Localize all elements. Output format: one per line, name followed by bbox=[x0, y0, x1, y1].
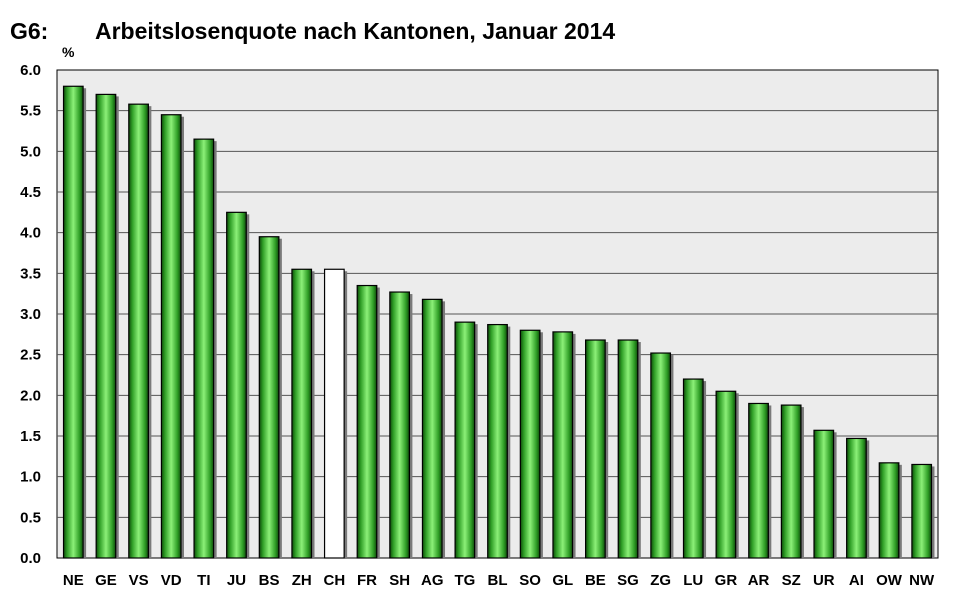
y-tick-label: 0.0 bbox=[20, 550, 41, 567]
bar-gr bbox=[715, 390, 737, 559]
x-tick-label: ZG bbox=[650, 572, 671, 589]
x-tick-label: VD bbox=[161, 572, 182, 589]
bar-sh bbox=[389, 291, 411, 559]
y-tick-label: 1.0 bbox=[20, 469, 41, 486]
x-tick-label: BS bbox=[259, 572, 280, 589]
bar-ti bbox=[193, 138, 215, 559]
x-tick-label: SH bbox=[389, 572, 410, 589]
bar-gl bbox=[552, 331, 574, 559]
bar-zg bbox=[650, 352, 672, 559]
x-tick-label: TI bbox=[197, 572, 210, 589]
bar-tg bbox=[454, 321, 476, 559]
bar-ur bbox=[813, 429, 835, 559]
x-tick-label: AG bbox=[421, 572, 444, 589]
bar-ow bbox=[878, 462, 900, 559]
x-tick-label: OW bbox=[876, 572, 903, 589]
x-tick-label: BE bbox=[585, 572, 606, 589]
x-tick-label: LU bbox=[683, 572, 703, 589]
x-tick-label: UR bbox=[813, 572, 835, 589]
bar-be bbox=[584, 339, 606, 559]
bar-sz bbox=[780, 404, 802, 559]
x-tick-label: TG bbox=[454, 572, 475, 589]
y-tick-label: 5.0 bbox=[20, 143, 41, 160]
chart-title: Arbeitslosenquote nach Kantonen, Januar … bbox=[95, 18, 616, 44]
bar-ar bbox=[748, 402, 769, 559]
x-tick-label: SO bbox=[519, 572, 541, 589]
y-axis-unit: % bbox=[62, 44, 75, 60]
x-tick-label: BL bbox=[488, 572, 508, 589]
bar-zh bbox=[291, 268, 313, 559]
x-tick-label: FR bbox=[357, 572, 377, 589]
bar-ge bbox=[95, 93, 117, 559]
y-tick-label: 0.5 bbox=[20, 509, 41, 526]
x-tick-label: AR bbox=[748, 572, 770, 589]
x-tick-label: GR bbox=[715, 572, 738, 589]
bar-so bbox=[519, 329, 541, 559]
x-tick-label: GL bbox=[552, 572, 573, 589]
bar-bl bbox=[487, 323, 508, 559]
y-tick-label: 4.0 bbox=[20, 225, 41, 242]
bar-ai bbox=[846, 437, 867, 559]
y-tick-label: 3.5 bbox=[20, 265, 41, 282]
bar-nw bbox=[911, 463, 933, 559]
x-tick-label: JU bbox=[227, 572, 246, 589]
x-tick-label: GE bbox=[95, 572, 117, 589]
bar-vd bbox=[160, 114, 182, 559]
x-tick-label: NE bbox=[63, 572, 84, 589]
x-tick-label: VS bbox=[129, 572, 149, 589]
y-tick-label: 5.5 bbox=[20, 103, 41, 120]
bar-ju bbox=[226, 211, 247, 559]
x-tick-label: SZ bbox=[782, 572, 801, 589]
bar-bs bbox=[258, 236, 280, 559]
bar-ch bbox=[323, 268, 345, 559]
x-tick-label: CH bbox=[324, 572, 346, 589]
bar-vs bbox=[128, 103, 149, 559]
y-tick-label: 4.5 bbox=[20, 184, 41, 201]
x-tick-label: AI bbox=[849, 572, 864, 589]
y-tick-labels: 0.0 0.5 1.0 1.5 2.0 2.5 3.0 3.5 4.0 4.5 5.0 5.5 6.0 bbox=[20, 62, 41, 567]
y-tick-label: 2.0 bbox=[20, 387, 41, 404]
bar-ne bbox=[62, 85, 84, 559]
y-tick-label: 6.0 bbox=[20, 62, 41, 79]
x-tick-label: SG bbox=[617, 572, 639, 589]
x-tick-label: ZH bbox=[292, 572, 312, 589]
y-tick-label: 1.5 bbox=[20, 428, 41, 445]
x-tick-label: NW bbox=[909, 572, 935, 589]
bars bbox=[62, 85, 935, 559]
y-tick-label: 3.0 bbox=[20, 306, 41, 323]
bar-sg bbox=[617, 339, 639, 559]
bar-ag bbox=[421, 298, 443, 559]
chart-id: G6: bbox=[10, 18, 49, 44]
x-tick-labels: NE GE VS VD TI JU BS ZH CH FR SH AG TG BL SO GL BE SG ZG LU… bbox=[63, 572, 935, 589]
bar-lu bbox=[682, 378, 704, 559]
bar-fr bbox=[356, 284, 378, 559]
y-tick-label: 2.5 bbox=[20, 347, 41, 364]
